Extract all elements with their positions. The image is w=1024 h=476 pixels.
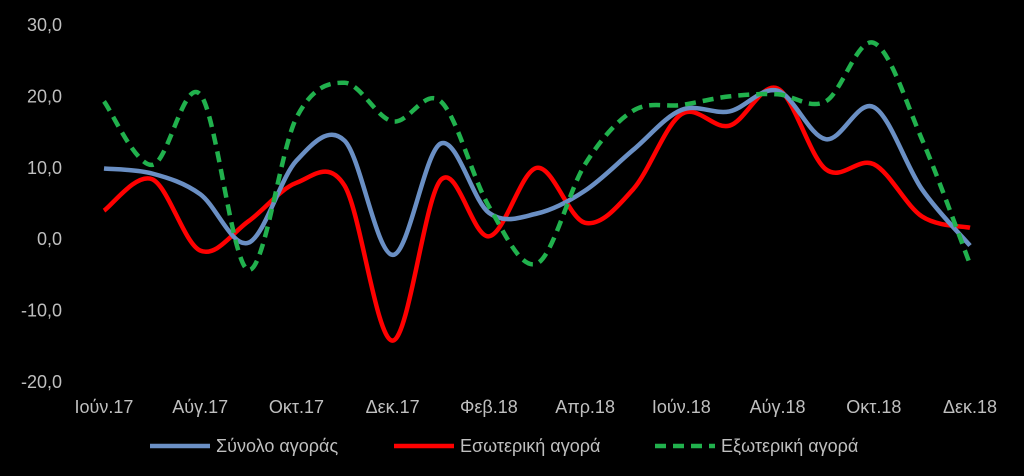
series-line-3	[102, 40, 973, 273]
x-axis-ticks: Ιούν.17 Αύγ.17 Οκτ.17 Δεκ.17 Φεβ.18 Απρ.18 Ιού…	[75, 397, 997, 417]
legend-label: Εξωτερική αγορά	[721, 436, 858, 456]
x-tick-label: Ιούν.18	[652, 397, 711, 417]
legend-label: Σύνολο αγοράς	[216, 436, 338, 456]
y-tick-label: 0,0	[37, 229, 62, 249]
y-axis-ticks: 30,0 20,0 10,0 0,0 -10,0 -20,0	[21, 15, 62, 392]
legend: Σύνολο αγοράς Εσωτερική αγορά Εξωτερική αγ…	[150, 436, 858, 456]
legend-label: Εσωτερική αγορά	[460, 436, 600, 456]
y-tick-label: 10,0	[27, 158, 62, 178]
series-lines	[102, 40, 973, 343]
legend-item: Σύνολο αγοράς	[150, 436, 338, 456]
series-line-2	[102, 85, 971, 343]
legend-item: Εξωτερική αγορά	[655, 436, 858, 456]
x-tick-label: Φεβ.18	[460, 397, 518, 417]
x-tick-label: Οκτ.18	[846, 397, 901, 417]
x-tick-label: Απρ.18	[555, 397, 615, 417]
x-tick-label: Αύγ.18	[750, 397, 806, 417]
y-tick-label: 20,0	[27, 86, 62, 106]
y-tick-label: -10,0	[21, 301, 62, 321]
x-tick-label: Αύγ.17	[172, 397, 228, 417]
x-tick-label: Ιούν.17	[75, 397, 134, 417]
x-tick-label: Δεκ.18	[943, 397, 997, 417]
x-tick-label: Οκτ.17	[269, 397, 324, 417]
x-tick-label: Δεκ.17	[366, 397, 420, 417]
series-line-1	[103, 87, 972, 258]
y-tick-label: -20,0	[21, 372, 62, 392]
y-tick-label: 30,0	[27, 15, 62, 35]
legend-item: Εσωτερική αγορά	[394, 436, 600, 456]
